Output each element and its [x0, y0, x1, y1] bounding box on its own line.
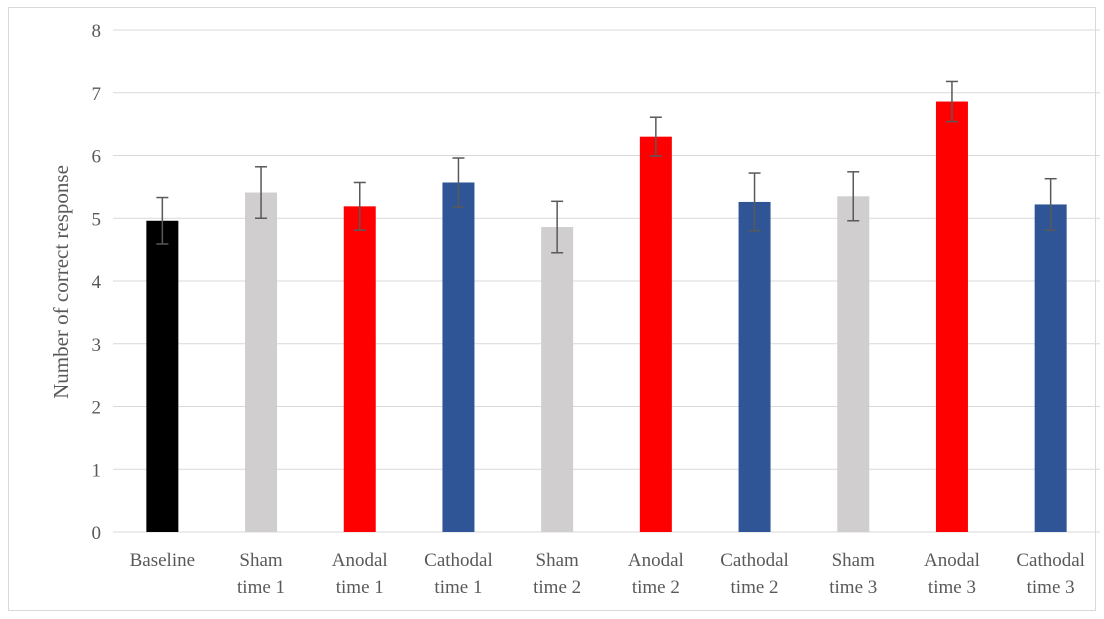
- y-tick-label: 1: [92, 460, 102, 481]
- x-tick-label: Anodal time 2: [628, 550, 684, 598]
- x-tick-label: Sham time 3: [829, 550, 877, 598]
- error-bar: [649, 116, 662, 157]
- x-tick-label-line: time 3: [829, 577, 877, 598]
- bar: [541, 227, 574, 532]
- error-bar: [353, 181, 366, 231]
- x-tick-label-line: Sham: [536, 550, 580, 571]
- x-tick-label-line: Cathodal: [720, 550, 789, 571]
- y-axis-tick-labels: 0 1 2 3 4 5 6 7 8: [92, 21, 102, 544]
- y-tick-label: 3: [92, 335, 102, 356]
- error-bar: [551, 200, 564, 254]
- x-tick-label: Baseline: [130, 550, 195, 571]
- bar: [343, 206, 376, 532]
- gridlines: [113, 29, 1100, 533]
- y-tick-label: 7: [92, 84, 102, 105]
- bar: [245, 192, 278, 532]
- x-tick-label-line: Cathodal: [424, 550, 493, 571]
- x-tick-label-line: Sham: [239, 550, 283, 571]
- bar: [442, 182, 475, 533]
- bar: [639, 136, 672, 533]
- bar: [837, 196, 870, 532]
- x-tick-label-line: Anodal: [332, 550, 388, 571]
- x-axis-tick-labels: Baseline Sham time 1 Anodal time 1 Cathodal ti…: [130, 550, 1085, 598]
- x-tick-label-line: time 2: [533, 577, 581, 598]
- bar: [935, 101, 968, 532]
- y-tick-label: 6: [92, 147, 102, 168]
- bar: [146, 220, 179, 532]
- error-bar: [1044, 177, 1057, 231]
- bar: [1034, 204, 1067, 532]
- x-tick-label-line: Sham: [832, 550, 876, 571]
- error-bar: [255, 166, 268, 219]
- chart-frame: [8, 7, 1096, 611]
- x-tick-label-line: time 1: [237, 577, 285, 598]
- x-tick-label-line: time 1: [434, 577, 482, 598]
- y-axis-title: Number of correct response: [49, 165, 73, 399]
- x-tick-label-line: Baseline: [130, 550, 195, 571]
- bars: [146, 101, 1067, 533]
- y-tick-label: 5: [92, 209, 102, 230]
- x-tick-label-line: Anodal: [628, 550, 684, 571]
- x-tick-label: Anodal time 1: [332, 550, 388, 598]
- x-tick-label: Cathodal time 2: [720, 550, 789, 598]
- y-tick-label: 8: [92, 21, 102, 42]
- x-tick-label-line: time 2: [731, 577, 779, 598]
- error-bar: [945, 80, 958, 123]
- error-bar: [748, 172, 761, 232]
- x-tick-label-line: time 2: [632, 577, 680, 598]
- x-tick-label-line: Anodal: [924, 550, 980, 571]
- x-tick-label: Cathodal time 1: [424, 550, 493, 598]
- x-tick-label-line: time 3: [928, 577, 976, 598]
- error-bar: [452, 157, 465, 208]
- y-tick-label: 4: [92, 272, 102, 293]
- x-tick-label-line: time 3: [1027, 577, 1075, 598]
- y-tick-label: 0: [92, 523, 102, 544]
- x-tick-label-line: time 1: [336, 577, 384, 598]
- y-tick-label: 2: [92, 398, 102, 419]
- x-tick-label: Anodal time 3: [924, 550, 980, 598]
- error-bars: [156, 80, 1057, 254]
- x-tick-label: Sham time 2: [533, 550, 581, 598]
- error-bar: [156, 196, 169, 245]
- x-tick-label: Cathodal time 3: [1016, 550, 1085, 598]
- x-tick-label-line: Cathodal: [1016, 550, 1085, 571]
- x-tick-label: Sham time 1: [237, 550, 285, 598]
- error-bar: [847, 171, 860, 222]
- bar: [738, 201, 771, 532]
